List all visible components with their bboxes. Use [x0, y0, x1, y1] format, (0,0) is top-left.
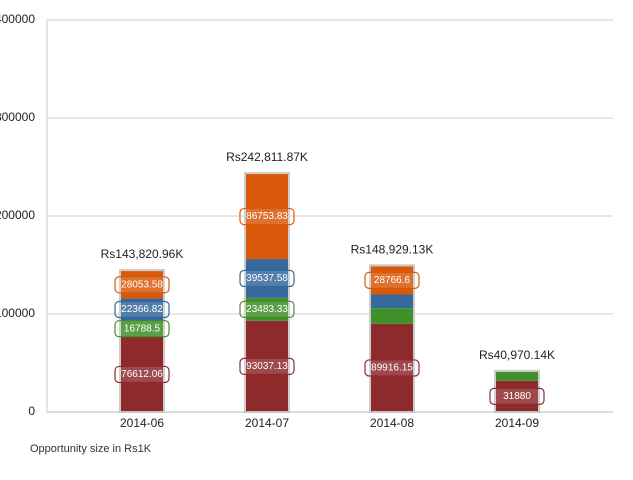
total-label: Rs40,970.14K [479, 348, 555, 362]
value-label: 39537.58 [246, 273, 288, 284]
value-label-box [239, 207, 295, 226]
value-label-box [364, 359, 420, 377]
x-tick-label: 2014-06 [120, 416, 164, 430]
bar-segment [246, 174, 288, 260]
value-label: 86753.83 [246, 211, 288, 222]
x-tick-label: 2014-09 [495, 416, 539, 430]
x-tick-label: 2014-07 [245, 416, 289, 430]
value-label: 31880 [503, 391, 531, 402]
bar-segment [371, 294, 413, 309]
value-label: 23483.33 [246, 304, 288, 315]
value-label-box [114, 320, 170, 338]
bar-segment [121, 336, 163, 412]
total-label: Rs143,820.96K [101, 247, 184, 261]
value-label-box [114, 276, 170, 294]
y-tick-label: 300000 [0, 110, 35, 124]
value-label: 28766.6 [374, 275, 411, 286]
total-label: Rs148,929.13K [351, 242, 434, 256]
footnote: Opportunity size in Rs1K [30, 443, 152, 455]
bar-segment [496, 380, 538, 412]
bar-segment [121, 298, 163, 321]
bar-segment [496, 371, 538, 381]
y-tick-label: 0 [28, 404, 35, 418]
value-label: 16788.5 [124, 323, 161, 334]
y-tick-label: 100000 [0, 306, 35, 320]
value-label: 76612.06 [121, 369, 163, 380]
total-label: Rs242,811.87K [226, 150, 308, 164]
bar-segment [371, 323, 413, 412]
value-label-box [364, 271, 420, 289]
value-label: 28053.58 [121, 279, 163, 290]
value-label-box [114, 365, 170, 384]
value-label-box [489, 387, 545, 405]
value-label-box [114, 300, 170, 319]
bar-segment [246, 297, 288, 321]
value-label-box [239, 269, 295, 288]
value-label: 22366.82 [121, 304, 163, 315]
y-tick-label: 200000 [0, 208, 35, 222]
value-label-box [239, 300, 295, 318]
bar-segment [121, 271, 163, 299]
value-label: 93037.13 [246, 361, 288, 372]
x-tick-label: 2014-08 [370, 416, 414, 430]
bar-segment [371, 308, 413, 324]
bar-segment [121, 320, 163, 337]
bar-segment [246, 259, 288, 298]
bar-segment [371, 266, 413, 295]
value-label-box [239, 357, 295, 376]
value-label: 89916.15 [371, 363, 413, 374]
bar-segment [246, 320, 288, 412]
y-tick-label: 400000 [0, 12, 35, 26]
